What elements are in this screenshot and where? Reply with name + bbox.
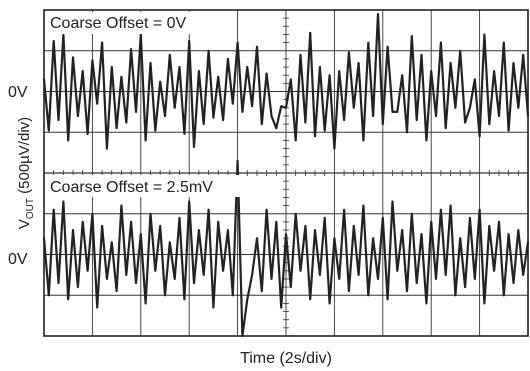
zero-label-bottom: 0V	[8, 251, 28, 268]
panel-label-top: Coarse Offset = 0V	[50, 15, 187, 32]
trace-coarse-offset-2-5mv	[42, 159, 530, 338]
y-axis-label-sub: OUT	[25, 198, 36, 219]
x-axis-label: Time (2s/div)	[240, 350, 332, 367]
zero-label-top: 0V	[8, 84, 28, 101]
panel-label-bg-top	[46, 12, 212, 34]
plot-frame	[43, 9, 529, 337]
y-axis-label: VOUT (500µV/div)	[16, 117, 36, 229]
y-axis-label-main: V	[16, 219, 33, 229]
grid	[44, 10, 528, 336]
panel-label-bg-bottom	[46, 175, 246, 197]
y-axis-label-rest: (500µV/div)	[16, 117, 33, 198]
panel-label-bottom: Coarse Offset = 2.5mV	[50, 179, 213, 196]
trace-coarse-offset-0v	[42, 13, 530, 150]
traces	[42, 13, 530, 338]
